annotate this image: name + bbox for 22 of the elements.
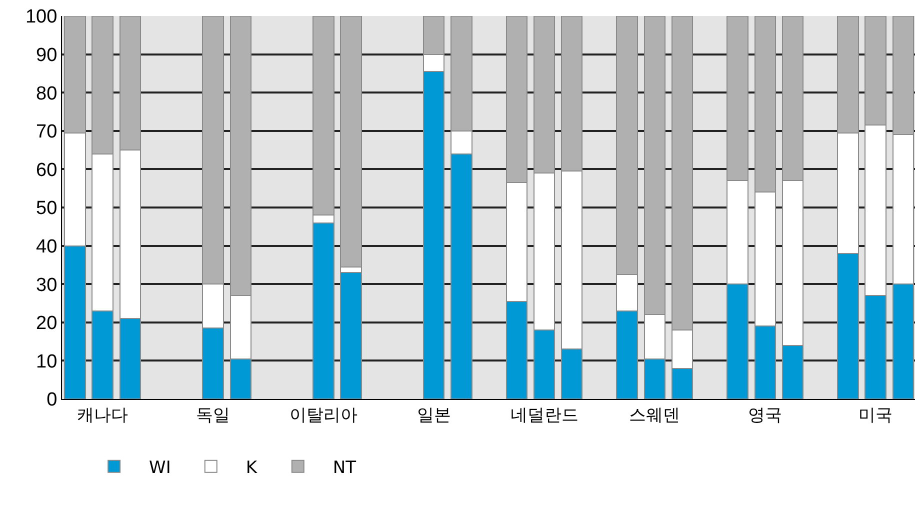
y-tick-label: 40 [36,236,58,258]
x-tick-label: 이탈리아 [289,405,358,426]
x-tick-label: 네덜란드 [510,405,578,426]
y-tick-label: 80 [36,83,58,104]
y-tick-label: 70 [36,122,58,143]
x-tick-label: 미국 [858,405,893,426]
x-tick-label: 캐나다 [77,405,128,426]
y-tick-label: 30 [36,274,58,296]
y-tick-label: 60 [36,160,58,181]
legend-label: WI [149,458,171,478]
y-tick-label: 100 [25,6,58,28]
y-tick-label: 90 [36,44,58,66]
legend-label: NT [332,458,357,478]
y-tick-label: 50 [36,198,58,220]
x-tick-label: 영국 [748,405,782,426]
y-tick-label: 0 [46,390,58,411]
x-tick-label: 일본 [416,405,451,426]
y-tick-label: 20 [36,313,58,334]
x-tick-label: 스웨덴 [629,405,680,426]
legend-label: K [246,458,258,478]
x-tick-label: 독일 [196,405,230,426]
y-tick-label: 10 [36,351,58,372]
